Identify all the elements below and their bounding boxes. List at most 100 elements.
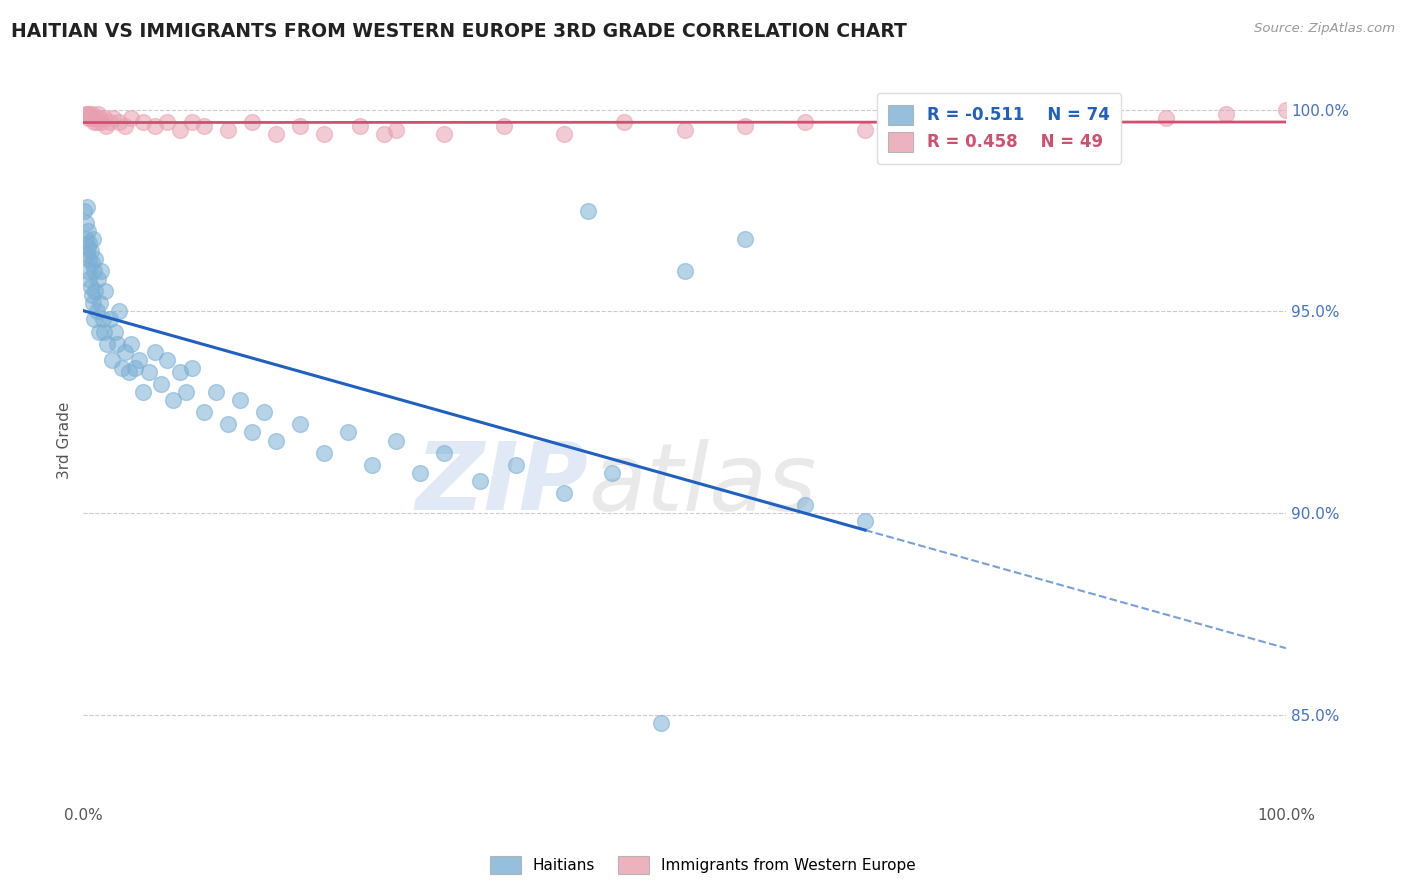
Point (91, 312, 114, 326)
Point (169, 123, 191, 137)
Point (470, 474, 492, 488)
Point (90, 264, 112, 278)
Point (156, 352, 179, 367)
Point (145, 344, 167, 359)
Point (138, 365, 160, 379)
Point (853, 514, 876, 528)
Point (734, 119, 756, 133)
Point (114, 344, 136, 359)
Point (90, 115, 112, 129)
Point (89, 296, 111, 310)
Point (494, 119, 516, 133)
Point (82, 232, 104, 246)
Point (86, 304, 108, 318)
Point (79, 272, 101, 286)
Legend: R = -0.511    N = 74, R = 0.458    N = 49: R = -0.511 N = 74, R = 0.458 N = 49 (877, 93, 1121, 164)
Point (193, 119, 215, 133)
Point (974, 119, 997, 133)
Text: HAITIAN VS IMMIGRANTS FROM WESTERN EUROPE 3RD GRADE CORRELATION CHART: HAITIAN VS IMMIGRANTS FROM WESTERN EUROP… (11, 22, 907, 41)
Point (204, 385, 226, 400)
Point (77, 111, 100, 125)
Point (385, 434, 408, 448)
Point (673, 123, 696, 137)
Point (169, 365, 191, 379)
Point (1215, 107, 1237, 121)
Point (409, 466, 432, 480)
Point (83, 264, 105, 278)
Point (87, 325, 110, 339)
Point (108, 304, 131, 318)
Point (228, 393, 250, 408)
Point (77, 240, 100, 254)
Point (1035, 107, 1057, 121)
Point (86, 115, 108, 129)
Point (553, 127, 575, 141)
Point (193, 405, 215, 419)
Point (82, 111, 104, 125)
Point (118, 365, 141, 379)
Point (361, 458, 384, 472)
Point (79, 107, 101, 121)
Point (120, 111, 142, 125)
Point (73, 203, 96, 218)
Point (96, 336, 118, 351)
Point (75, 107, 97, 121)
Point (853, 123, 876, 137)
Point (79, 280, 101, 294)
Point (120, 336, 142, 351)
Point (312, 445, 335, 459)
Point (79, 252, 101, 266)
Point (94, 119, 117, 133)
Point (101, 352, 124, 367)
Point (79, 244, 101, 258)
Point (87, 111, 110, 125)
Point (505, 458, 527, 472)
Point (240, 115, 263, 129)
Point (1275, 103, 1298, 117)
Point (103, 325, 125, 339)
Point (87, 272, 110, 286)
Point (385, 123, 408, 137)
Point (174, 385, 197, 400)
Point (162, 393, 184, 408)
Point (180, 115, 202, 129)
Point (613, 115, 636, 129)
Point (93, 325, 115, 339)
Point (264, 127, 287, 141)
Point (83, 115, 105, 129)
Point (84, 252, 107, 266)
Point (75, 216, 97, 230)
Point (150, 377, 173, 392)
Point (98, 312, 121, 326)
Point (76, 200, 98, 214)
Point (77, 224, 100, 238)
Point (94, 285, 117, 299)
Point (76, 107, 98, 121)
Point (124, 360, 146, 375)
Point (103, 111, 125, 125)
Point (145, 119, 167, 133)
Point (734, 232, 756, 246)
Point (288, 417, 311, 432)
Point (312, 127, 335, 141)
Point (75, 232, 97, 246)
Point (156, 115, 179, 129)
Point (1094, 115, 1116, 129)
Y-axis label: 3rd Grade: 3rd Grade (58, 401, 72, 479)
Legend: Haitians, Immigrants from Western Europe: Haitians, Immigrants from Western Europe (484, 850, 922, 880)
Point (79, 111, 101, 125)
Point (264, 434, 287, 448)
Point (1154, 111, 1177, 125)
Point (349, 119, 371, 133)
Point (793, 498, 815, 512)
Point (105, 336, 128, 351)
Point (111, 360, 134, 375)
Point (79, 235, 101, 250)
Point (336, 425, 359, 440)
Point (240, 425, 263, 440)
Point (76, 248, 98, 262)
Point (82, 296, 104, 310)
Point (80, 288, 103, 302)
Point (673, 264, 696, 278)
Point (433, 127, 456, 141)
